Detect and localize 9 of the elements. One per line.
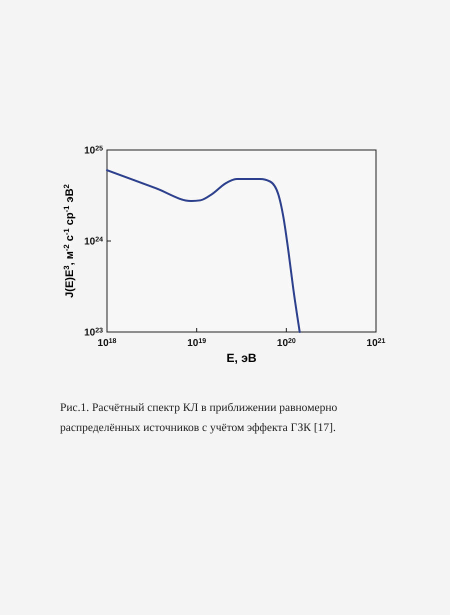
y-tick-label: 10$^{25}$ (84, 145, 104, 156)
x-tick-label: 10$^{18}$ (98, 338, 117, 349)
x-axis-title: E, эВ (226, 351, 257, 365)
x-tick-label: 10$^{19}$ (187, 338, 206, 349)
text: Рис.1. Расчётный спектр КЛ в приближении равномерно распределённых источников с учётом эффекта ГЗК [17]. (60, 401, 338, 436)
y-tick-label: 10$^{24}$ (84, 236, 104, 248)
x-tick-label: 10$^{21}$ (366, 338, 386, 349)
x-tick-label: 10$^{20}$ (276, 338, 296, 349)
y-tick-label: 10$^{23}$ (84, 327, 104, 338)
